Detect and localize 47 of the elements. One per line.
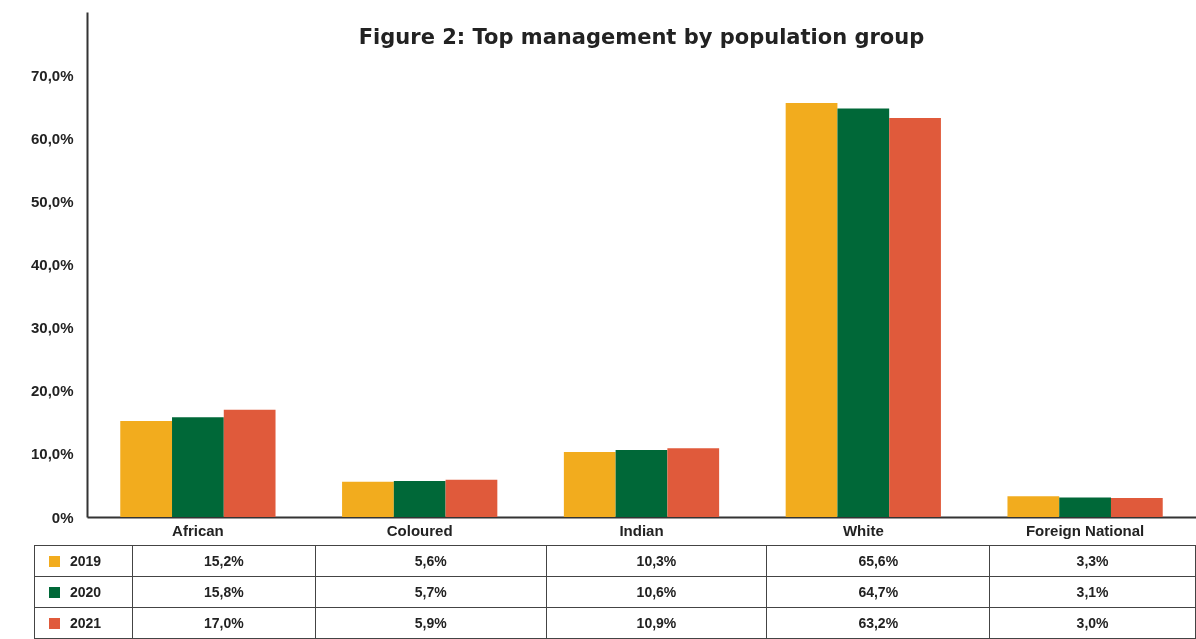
y-tick-label: 10,0% bbox=[30, 445, 74, 463]
text: Figure 2: Top management by population group bbox=[358, 25, 925, 49]
data-label: 10,3% bbox=[546, 545, 767, 577]
bar bbox=[172, 417, 224, 517]
data-label: 15,8% bbox=[132, 576, 316, 608]
data-label: 17,0% bbox=[132, 607, 316, 639]
data-label: 15,2% bbox=[132, 545, 316, 577]
bar bbox=[785, 102, 838, 517]
x-tick-label: African bbox=[172, 521, 224, 539]
x-tick-label: Coloured bbox=[386, 521, 453, 539]
bar bbox=[223, 409, 276, 517]
legend-label: 2020 bbox=[34, 576, 133, 608]
x-tick-label: Foreign National bbox=[1025, 521, 1145, 539]
data-label: 5,6% bbox=[315, 545, 547, 577]
bar bbox=[667, 448, 720, 517]
y-tick-label: 30,0% bbox=[30, 319, 74, 337]
data-label: 5,9% bbox=[315, 607, 547, 639]
data-label: 3,1% bbox=[989, 576, 1196, 608]
bar bbox=[445, 479, 498, 517]
x-tick-label: White bbox=[842, 521, 884, 539]
y-tick-label: 20,0% bbox=[30, 382, 74, 400]
bar bbox=[889, 118, 941, 517]
data-label: 3,0% bbox=[989, 607, 1196, 639]
data-label: 64,7% bbox=[766, 576, 990, 608]
bar bbox=[1007, 496, 1060, 517]
data-label: 63,2% bbox=[766, 607, 990, 639]
bar bbox=[1110, 498, 1163, 517]
bar bbox=[120, 421, 173, 517]
y-tick-label: 70,0% bbox=[30, 66, 74, 84]
y-tick-label: 0% bbox=[51, 508, 74, 526]
y-tick-label: 50,0% bbox=[30, 192, 74, 210]
y-tick-label: 40,0% bbox=[30, 256, 74, 273]
data-label: 10,9% bbox=[546, 607, 767, 639]
data-label: 3,3% bbox=[989, 545, 1196, 577]
legend-label: 2019 bbox=[34, 545, 133, 577]
bar bbox=[837, 108, 890, 517]
data-label: 65,6% bbox=[766, 545, 990, 577]
data-label: 10,6% bbox=[546, 576, 767, 608]
bar bbox=[563, 451, 616, 517]
legend-label: 2021 bbox=[34, 607, 133, 639]
data-label: 5,7% bbox=[315, 576, 547, 608]
bar bbox=[1059, 497, 1111, 517]
bar bbox=[393, 481, 446, 517]
bar bbox=[342, 481, 394, 517]
x-tick-label: Indian bbox=[619, 521, 664, 539]
y-tick-label: 60,0% bbox=[30, 129, 74, 147]
bar bbox=[615, 450, 668, 517]
